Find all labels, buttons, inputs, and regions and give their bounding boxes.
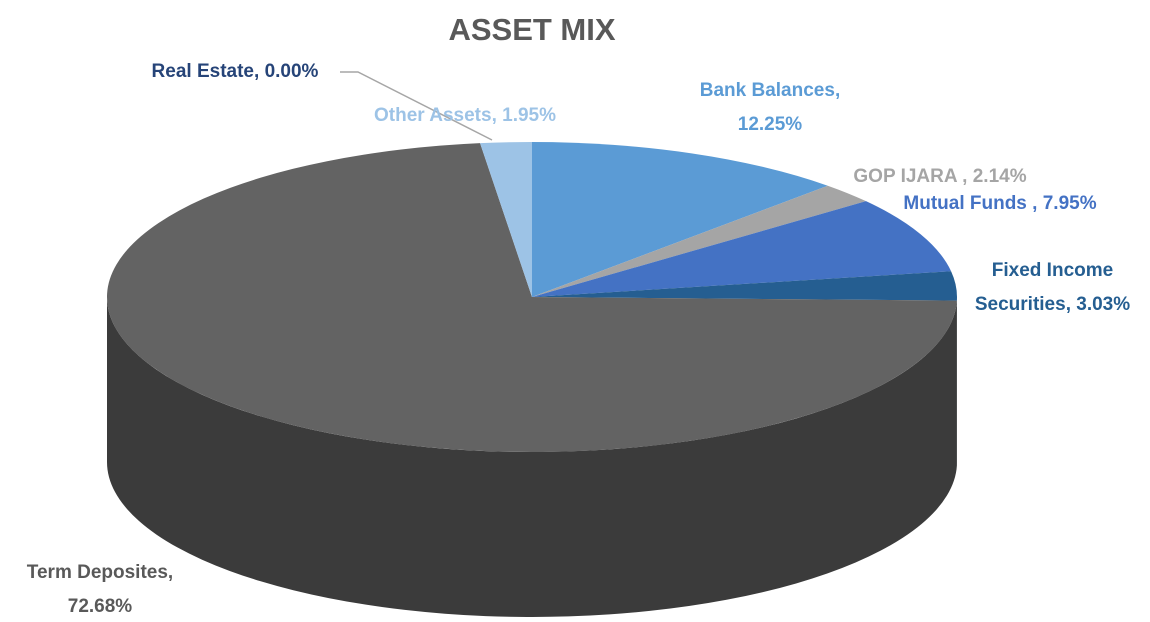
pie-slice bbox=[480, 142, 532, 297]
data-label: Term Deposites, 72.68% bbox=[0, 556, 200, 622]
pie-slice bbox=[532, 201, 952, 297]
label-separator: , bbox=[962, 166, 973, 187]
label-category: Mutual Funds bbox=[903, 193, 1033, 214]
data-label: GOP IJARA , 2.14% bbox=[820, 160, 1060, 194]
pie-slice bbox=[106, 143, 957, 452]
label-category: Real Estate bbox=[151, 61, 254, 82]
label-separator: , bbox=[834, 80, 846, 101]
label-value: 1.95% bbox=[502, 105, 556, 126]
pie-slice bbox=[532, 185, 867, 297]
label-value: 0.00% bbox=[264, 61, 319, 82]
label-value: 3.03% bbox=[1076, 294, 1131, 315]
label-category: Other Assets bbox=[374, 105, 492, 126]
chart-title: ASSET MIX bbox=[448, 12, 616, 47]
label-value: 12.25% bbox=[737, 114, 803, 135]
label-category: GOP IJARA bbox=[853, 166, 963, 187]
pie-slice bbox=[532, 142, 828, 297]
label-separator: , bbox=[491, 105, 503, 126]
label-separator: , bbox=[254, 61, 265, 82]
label-category: Term Deposites bbox=[26, 562, 168, 583]
label-separator: , bbox=[167, 562, 179, 583]
label-category: Bank Balances bbox=[699, 80, 835, 101]
data-label: Bank Balances, 12.25% bbox=[680, 74, 860, 142]
label-category: Fixed Income Securities bbox=[974, 260, 1119, 315]
pie-side bbox=[107, 297, 957, 617]
pie-sides bbox=[107, 297, 957, 617]
label-value: 72.68% bbox=[67, 596, 133, 617]
pie-slice bbox=[532, 271, 957, 301]
data-label: Other Assets, 1.95% bbox=[330, 99, 600, 133]
label-separator: , bbox=[1065, 294, 1077, 315]
data-label: Fixed Income Securities, 3.03% bbox=[945, 254, 1150, 322]
label-value: 2.14% bbox=[972, 166, 1027, 187]
label-value: 7.95% bbox=[1042, 193, 1097, 214]
leader-line bbox=[340, 71, 493, 141]
data-label: Real Estate, 0.00% bbox=[110, 55, 360, 89]
data-label: Mutual Funds , 7.95% bbox=[890, 187, 1110, 221]
label-separator: , bbox=[1032, 193, 1043, 214]
